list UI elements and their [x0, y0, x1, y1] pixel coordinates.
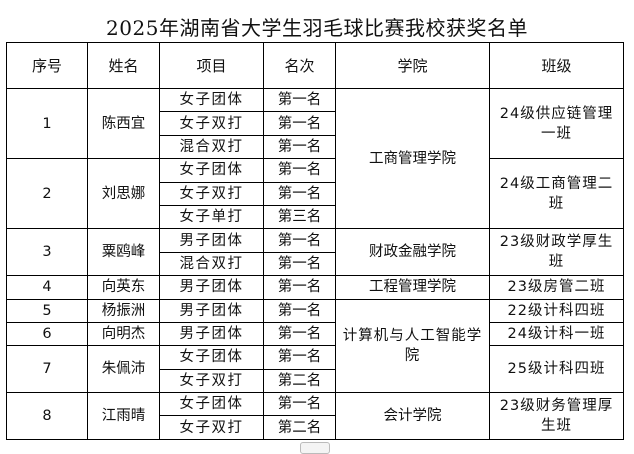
seq-cell: 3 [6, 228, 88, 277]
table-row: 5 杨振洲 男子团体 第一名 计算机与人工智能学院 22级计科四班 [6, 298, 624, 394]
rank-cell: 第二名 [263, 368, 336, 394]
rank-cell: 第一名 [263, 321, 336, 347]
class-cell: 24级计科一班 [489, 321, 624, 347]
rank-cell: 第一名 [263, 134, 336, 160]
name-cell: 杨振洲 [87, 298, 160, 323]
table-row: 女子单打 第三名 [7, 204, 624, 230]
header-event: 项目 [159, 42, 264, 89]
header-rank: 名次 [263, 42, 336, 89]
class-cell: 22级计科四班 [489, 298, 624, 323]
table-row: 3 粟鸥峰 男子团体 第一名 财政金融学院 23级财政学厚生班 [6, 228, 624, 277]
event-cell: 女子团体 [159, 345, 264, 370]
college-cell: 计算机与人工智能学院 [335, 298, 490, 394]
college-cell: 工商管理学院 [335, 87, 490, 230]
rank-cell: 第一名 [263, 251, 336, 277]
event-cell: 女子团体 [159, 158, 264, 183]
seq-cell: 2 [6, 158, 88, 230]
event-cell: 男子团体 [159, 275, 264, 300]
name-cell: 粟鸥峰 [87, 228, 160, 277]
event-cell: 男子团体 [159, 321, 264, 347]
rank-cell: 第一名 [263, 111, 336, 136]
table-row: 混合双打 第一名 [7, 251, 624, 277]
rank-cell: 第一名 [263, 87, 336, 113]
event-cell: 女子双打 [159, 181, 264, 206]
table-row: 女子双打 第二名 [7, 415, 624, 440]
header-college: 学院 [335, 42, 490, 89]
seq-cell: 8 [6, 392, 88, 440]
name-cell: 刘思娜 [87, 158, 160, 230]
event-cell: 女子单打 [159, 204, 264, 230]
rank-cell: 第一名 [263, 181, 336, 206]
class-cell: 23级财政学厚生班 [489, 228, 624, 277]
table-row: 女子双打 第一名 [7, 181, 624, 206]
event-cell: 女子团体 [159, 87, 264, 113]
name-cell: 陈西宜 [87, 87, 160, 160]
table-row: 1 陈西宜 女子团体 第一名 工商管理学院 24级供应链管理一班 [6, 87, 624, 230]
event-cell: 混合双打 [159, 251, 264, 277]
table-row: 7 朱佩沛 女子团体 第一名 25级计科四班 [6, 345, 624, 394]
table-row: 4 向英东 男子团体 第一名 工程管理学院 23级房管二班 [6, 275, 624, 300]
class-cell: 23级房管二班 [489, 275, 624, 300]
rank-cell: 第一名 [263, 392, 336, 417]
document-title: 2025年湖南省大学生羽毛球比赛我校获奖名单 [106, 16, 528, 40]
table-row: 6 向明杰 男子团体 第一名 24级计科一班 [6, 321, 624, 347]
seq-cell: 1 [6, 87, 88, 160]
rank-cell: 第二名 [263, 415, 336, 440]
header-class: 班级 [489, 42, 624, 89]
event-cell: 女子团体 [159, 392, 264, 417]
name-cell: 江雨晴 [87, 392, 160, 440]
table-row: 2 刘思娜 女子团体 第一名 24级工商管理二班 [6, 158, 624, 230]
class-cell: 23级财务管理厚生班 [489, 392, 624, 440]
table-row: 女子双打 第二名 [7, 368, 624, 394]
seq-cell: 5 [6, 298, 88, 323]
class-cell: 24级供应链管理一班 [489, 87, 624, 160]
header-row: 序号 姓名 项目 名次 学院 班级 [6, 42, 624, 89]
event-cell: 女子双打 [159, 111, 264, 136]
class-cell: 24级工商管理二班 [489, 158, 624, 230]
award-table: 序号 姓名 项目 名次 学院 班级 1 陈西宜 女子团体 第一名 工商管理学院 … [6, 42, 624, 440]
rank-cell: 第一名 [263, 228, 336, 253]
seq-cell: 4 [6, 275, 88, 300]
class-cell: 25级计科四班 [489, 345, 624, 394]
name-cell: 向明杰 [87, 321, 160, 347]
seq-cell: 6 [6, 321, 88, 347]
rank-cell: 第一名 [263, 345, 336, 370]
college-cell: 财政金融学院 [335, 228, 490, 277]
rank-cell: 第一名 [263, 275, 336, 300]
seq-cell: 7 [6, 345, 88, 394]
event-cell: 男子团体 [159, 298, 264, 323]
rank-cell: 第一名 [263, 158, 336, 183]
header-name: 姓名 [87, 42, 160, 89]
name-cell: 朱佩沛 [87, 345, 160, 394]
event-cell: 女子双打 [159, 368, 264, 394]
table-row: 8 江雨晴 女子团体 第一名 会计学院 23级财务管理厚生班 [6, 392, 624, 440]
rank-cell: 第三名 [263, 204, 336, 230]
event-cell: 女子双打 [159, 415, 264, 440]
table-row: 女子双打 第一名 [7, 111, 624, 136]
header-seq: 序号 [6, 42, 88, 89]
table-row: 混合双打 第一名 [7, 134, 624, 160]
rank-cell: 第一名 [263, 298, 336, 323]
event-cell: 混合双打 [159, 134, 264, 160]
college-cell: 工程管理学院 [335, 275, 490, 300]
name-cell: 向英东 [87, 275, 160, 300]
college-cell: 会计学院 [335, 392, 490, 440]
event-cell: 男子团体 [159, 228, 264, 253]
page-scroll-button[interactable] [300, 442, 330, 454]
